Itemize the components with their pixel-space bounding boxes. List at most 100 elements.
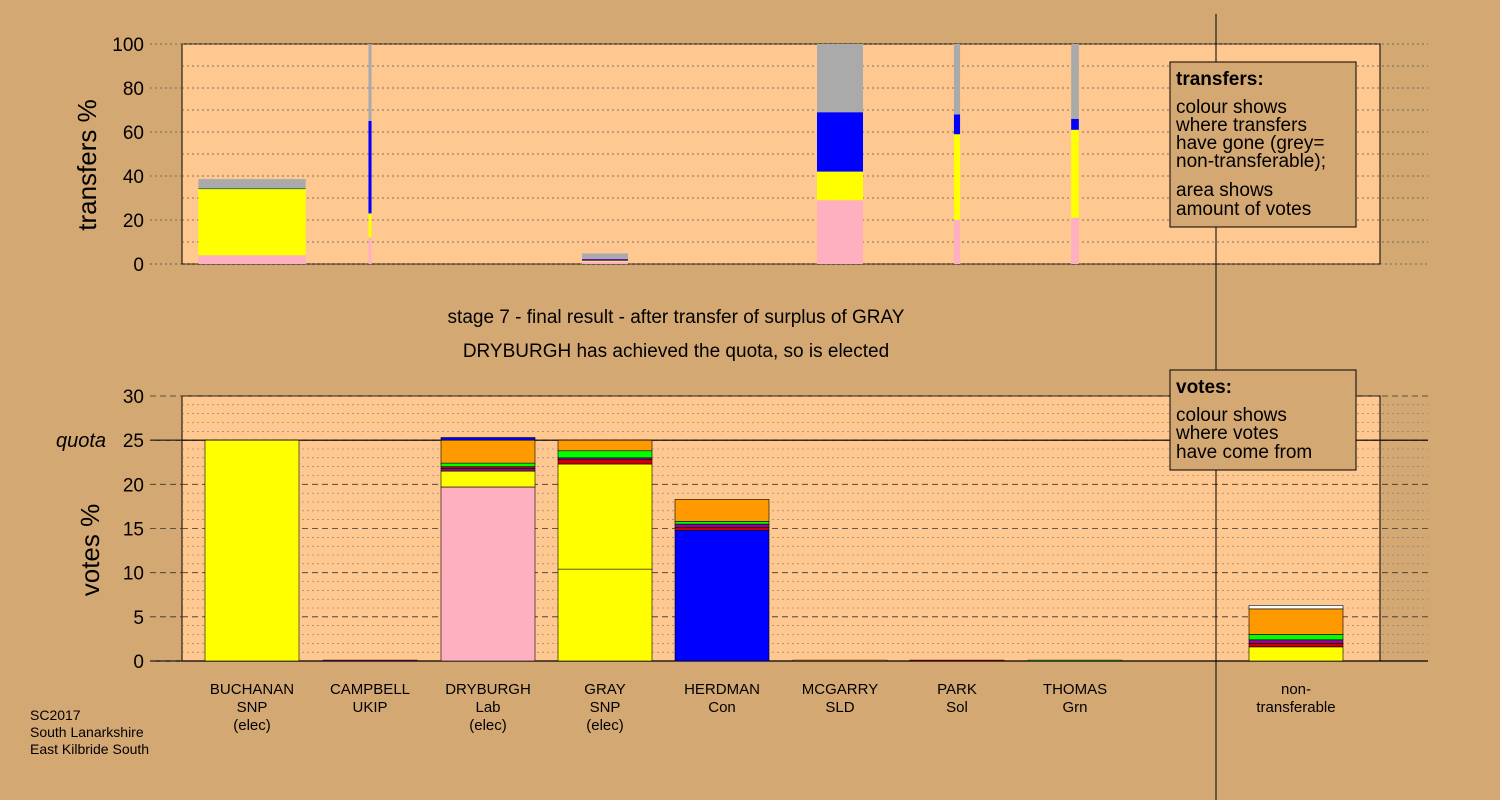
candidate-label-name: BUCHANAN xyxy=(210,681,294,698)
transfer-segment-mcgarry xyxy=(816,112,864,172)
vote-segment-gray xyxy=(557,439,653,452)
candidate-label-status: (elec) xyxy=(233,717,271,734)
candidate-label-party: SNP xyxy=(237,699,268,716)
transfers-gridlines xyxy=(150,43,1428,265)
transfer-segment-campbell xyxy=(368,121,372,214)
votes-info-box-bg xyxy=(1169,369,1357,471)
vote-segment-park xyxy=(909,659,1005,662)
vote-segment-dryburgh xyxy=(440,439,536,464)
transfers-y-axis-title: transfers % xyxy=(72,99,102,231)
vote-segment-mcgarry xyxy=(792,659,888,662)
candidate-label-name: GRAY xyxy=(584,681,625,698)
vote-segment-non-transferable xyxy=(1248,643,1344,648)
candidate-label-name: HERDMAN xyxy=(684,681,760,698)
transfer-segment-thomas xyxy=(1071,129,1079,218)
vote-segment-herdman xyxy=(674,499,770,522)
candidate-label-party: SNP xyxy=(590,699,621,716)
transfer-segment-buchanan xyxy=(198,188,306,190)
transfers-info-box: transfers: colour shows where transfers … xyxy=(1169,61,1357,228)
transfer-segment-gray xyxy=(581,259,629,261)
transfers-info-line: where transfers xyxy=(1175,115,1307,136)
candidate-label-party: SLD xyxy=(825,699,854,716)
transfer-segment-thomas xyxy=(1071,217,1079,264)
footer-election: SC2017 xyxy=(30,707,81,723)
candidate-label-status: (elec) xyxy=(469,717,507,734)
quota-label: quota xyxy=(56,430,106,452)
transfer-segment-park xyxy=(953,114,961,135)
transfers-info-line: non-transferable); xyxy=(1176,151,1326,172)
candidate-label-name: DRYBURGH xyxy=(445,681,531,698)
votes-tick-label: 20 xyxy=(123,475,144,496)
transfers-info-line: colour shows xyxy=(1176,97,1287,118)
transfers-bars xyxy=(198,44,1079,264)
transfer-segment-park xyxy=(953,44,961,115)
candidate-label-name: PARK xyxy=(937,681,977,698)
transfer-segment-campbell xyxy=(368,44,372,121)
candidate-label-name: CAMPBELL xyxy=(330,681,410,698)
transfer-segment-thomas xyxy=(1071,118,1079,130)
transfer-segment-campbell xyxy=(368,237,372,264)
vote-segment-dryburgh xyxy=(440,437,536,441)
vote-segment-herdman xyxy=(674,529,770,662)
vote-segment-dryburgh xyxy=(440,486,536,662)
transfers-info-line: amount of votes xyxy=(1176,199,1311,220)
transfer-segment-park xyxy=(953,220,961,264)
candidate-labels: BUCHANANSNP(elec)CAMPBELLUKIPDRYBURGHLab… xyxy=(210,681,1336,734)
votes-tick-label: 25 xyxy=(123,431,144,452)
votes-tick-label: 15 xyxy=(123,520,144,541)
transfers-tick-label: 80 xyxy=(123,79,144,100)
transfer-segment-gray xyxy=(581,258,629,260)
transfer-segment-campbell xyxy=(368,213,372,238)
stage-subtitle: DRYBURGH has achieved the quota, so is e… xyxy=(463,341,889,362)
votes-tick-label: 0 xyxy=(133,652,144,673)
candidate-label-party: Con xyxy=(708,699,736,716)
candidate-label-party: Sol xyxy=(946,699,968,716)
vote-segment-non-transferable xyxy=(1248,646,1344,662)
candidate-label-name: THOMAS xyxy=(1043,681,1107,698)
vote-segment-non-transferable xyxy=(1248,605,1344,610)
vote-segment-gray xyxy=(557,450,653,459)
transfers-info-title: transfers: xyxy=(1176,69,1264,90)
votes-info-title: votes: xyxy=(1176,377,1232,398)
candidate-label-party: transferable xyxy=(1256,699,1335,716)
votes-bars xyxy=(204,437,1344,662)
transfer-segment-gray xyxy=(581,253,629,259)
vote-segment-gray xyxy=(557,463,653,570)
vote-segment-dryburgh xyxy=(440,468,536,472)
vote-segment-gray xyxy=(557,568,653,662)
transfer-segment-park xyxy=(953,134,961,220)
transfers-tick-label: 100 xyxy=(112,35,144,56)
transfers-tick-label: 20 xyxy=(123,211,144,232)
vote-segment-gray xyxy=(557,459,653,465)
candidate-label-status: (elec) xyxy=(586,717,624,734)
votes-info-line: where votes xyxy=(1175,423,1278,444)
candidate-label-party: Grn xyxy=(1062,699,1087,716)
transfer-segment-mcgarry xyxy=(816,200,864,264)
vote-segment-herdman xyxy=(674,527,770,531)
vote-segment-dryburgh xyxy=(440,470,536,488)
votes-tick-label: 5 xyxy=(133,608,144,629)
transfer-segment-buchanan xyxy=(198,255,306,264)
vote-segment-thomas xyxy=(1027,659,1123,662)
candidate-label-name: MCGARRY xyxy=(802,681,878,698)
transfer-segment-buchanan xyxy=(198,179,306,188)
transfers-tick-label: 40 xyxy=(123,167,144,188)
vote-segment-campbell xyxy=(322,659,418,662)
transfer-segment-buchanan xyxy=(198,189,306,256)
candidate-label-party: Lab xyxy=(475,699,500,716)
transfers-tick-label: 60 xyxy=(123,123,144,144)
stage-title: stage 7 - final result - after transfer … xyxy=(448,307,905,328)
vote-segment-dryburgh xyxy=(440,462,536,467)
vote-segment-non-transferable xyxy=(1248,608,1344,635)
transfer-segment-buchanan xyxy=(198,187,306,189)
transfer-segment-mcgarry xyxy=(816,171,864,201)
votes-tick-label: 30 xyxy=(123,387,144,408)
vote-segment-non-transferable xyxy=(1248,634,1344,641)
votes-info-box: votes: colour shows where votes have com… xyxy=(1169,369,1357,471)
votes-tick-label: 10 xyxy=(123,564,144,585)
candidate-label-name: non- xyxy=(1281,681,1311,698)
transfers-tick-label: 0 xyxy=(133,255,144,276)
transfers-y-ticks: 0 20 40 60 80 100 xyxy=(112,35,182,276)
vote-segment-non-transferable xyxy=(1248,639,1344,644)
